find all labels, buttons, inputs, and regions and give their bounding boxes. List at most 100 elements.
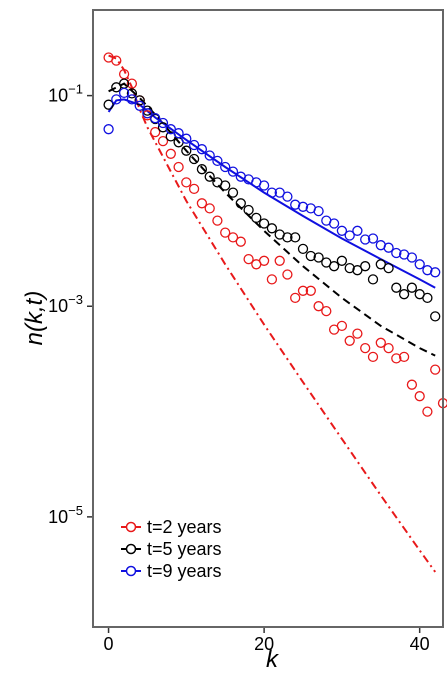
data-points xyxy=(103,52,447,417)
series-2-point-21 xyxy=(266,187,278,198)
series-2-point-11 xyxy=(188,139,200,151)
series-1-point-39 xyxy=(406,282,418,293)
series-1-point-0 xyxy=(103,99,114,110)
series-2-point-0 xyxy=(103,124,114,135)
series-1-point-31 xyxy=(344,262,355,274)
series-0-point-11 xyxy=(188,183,200,195)
legend-marker-0 xyxy=(125,521,137,533)
series-2-point-27 xyxy=(313,205,324,217)
series-2-point-40 xyxy=(414,259,425,270)
series-2-point-36 xyxy=(383,242,394,253)
legend-label-2: t=9 years xyxy=(147,561,222,581)
series-2-point-13 xyxy=(204,150,215,161)
plot-frame xyxy=(92,9,444,628)
series-0-point-38 xyxy=(398,351,410,363)
series-0-point-39 xyxy=(406,379,418,390)
series-2-point-4 xyxy=(134,100,145,111)
series-1-point-19 xyxy=(251,212,262,224)
series-0-point-36 xyxy=(383,342,394,354)
series-0-point-33 xyxy=(360,342,371,354)
series-1-point-5 xyxy=(142,105,153,116)
x-tick-label-2: 40 xyxy=(410,634,430,654)
series-1-point-38 xyxy=(398,289,410,300)
series-1-point-41 xyxy=(422,292,433,304)
series-2-point-1 xyxy=(111,94,122,105)
series-0-point-8 xyxy=(165,148,176,159)
series-0-point-15 xyxy=(220,227,231,238)
series-2-point-20 xyxy=(258,180,270,191)
series-0-point-22 xyxy=(274,255,285,266)
y-tick-label-2: 10−5 xyxy=(48,503,83,527)
series-2-point-32 xyxy=(352,225,363,236)
series-0-point-30 xyxy=(336,320,348,332)
series-0-point-37 xyxy=(391,353,402,364)
series-0-point-10 xyxy=(181,177,192,188)
y-axis: 10−1 10−3 10−5 xyxy=(48,82,92,527)
series-1-point-26 xyxy=(305,250,316,262)
series-0-point-27 xyxy=(313,301,324,312)
series-1-point-30 xyxy=(336,255,348,266)
series-1-point-23 xyxy=(282,232,293,243)
series-2-point-25 xyxy=(297,201,309,212)
series-1-fit-line xyxy=(108,82,436,357)
series-2-point-9 xyxy=(173,128,184,139)
series-2-point-16 xyxy=(227,166,239,177)
series-1-point-12 xyxy=(196,164,208,175)
series-2-point-12 xyxy=(196,144,208,155)
series-1-point-27 xyxy=(313,252,324,263)
series-1-point-29 xyxy=(328,261,340,272)
series-0-point-9 xyxy=(173,161,184,173)
series-2-point-42 xyxy=(430,267,441,278)
series-1-point-18 xyxy=(243,204,254,216)
series-2-point-37 xyxy=(391,247,402,259)
series-2-point-30 xyxy=(336,225,348,236)
series-1-point-24 xyxy=(290,232,301,243)
series-2-fit-line xyxy=(107,98,436,289)
series-1-point-3 xyxy=(126,88,138,99)
series-2-point-6 xyxy=(150,113,161,124)
series-0-point-17 xyxy=(235,236,246,247)
series-1-point-13 xyxy=(204,171,215,182)
series-2-point-10 xyxy=(181,133,192,144)
series-0-point-16 xyxy=(227,232,239,243)
series-0-point-3 xyxy=(126,78,138,89)
series-0-point-24 xyxy=(290,292,301,304)
series-0-point-34 xyxy=(367,351,379,363)
series-1-point-20 xyxy=(258,218,270,229)
series-0-point-18 xyxy=(243,253,254,265)
series-0-point-41 xyxy=(422,406,433,417)
x-tick-label-0: 0 xyxy=(104,634,114,654)
x-axis: 0 20 40 xyxy=(104,628,430,654)
series-2-point-41 xyxy=(422,265,433,276)
legend-marker-2 xyxy=(125,565,137,577)
series-1-point-36 xyxy=(383,262,394,274)
series-1-point-32 xyxy=(352,265,363,276)
series-1-point-7 xyxy=(157,122,169,133)
y-tick-label-0: 10−1 xyxy=(48,82,83,106)
series-1-point-11 xyxy=(188,153,200,165)
series-0-fit-line xyxy=(108,54,437,573)
series-2-point-2 xyxy=(118,87,130,99)
series-1-point-37 xyxy=(391,282,402,293)
series-1-point-16 xyxy=(227,187,239,198)
series-1-point-15 xyxy=(220,180,231,191)
series-2-point-14 xyxy=(212,155,223,167)
series-1-point-17 xyxy=(235,198,246,209)
series-1-point-34 xyxy=(367,274,379,285)
series-0-point-35 xyxy=(375,337,386,348)
legend-marker-1 xyxy=(125,543,137,555)
series-2-point-23 xyxy=(282,191,293,202)
series-1-point-10 xyxy=(181,145,192,156)
x-tick-label-1: 20 xyxy=(254,634,274,654)
series-0-point-12 xyxy=(196,198,208,209)
series-0-point-23 xyxy=(282,269,293,280)
series-2-point-7 xyxy=(157,117,169,129)
series-0-point-6 xyxy=(150,126,161,138)
series-2-point-39 xyxy=(406,252,418,263)
fit-lines xyxy=(107,54,437,573)
series-2-point-15 xyxy=(220,161,231,173)
series-2-point-3 xyxy=(126,94,138,105)
